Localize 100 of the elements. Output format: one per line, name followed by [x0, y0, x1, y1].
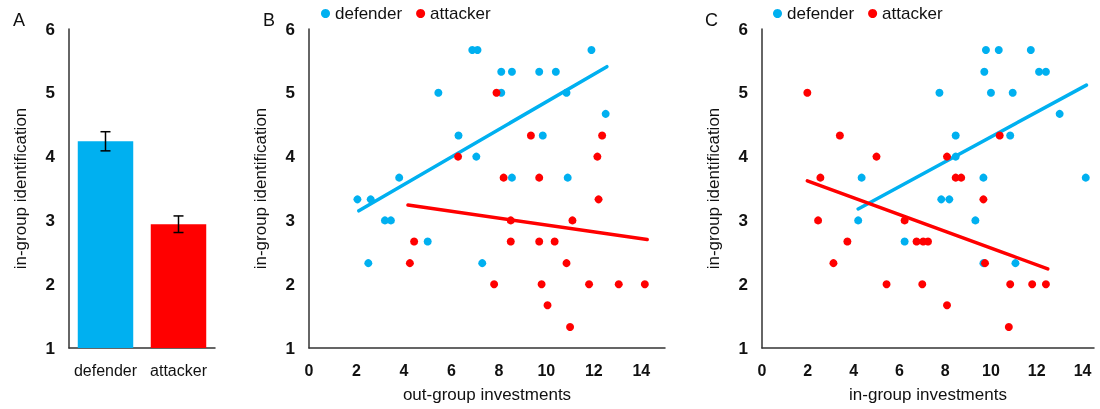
- point: [1055, 109, 1064, 118]
- legend-label: defender: [787, 4, 855, 23]
- point: [1008, 88, 1017, 97]
- point: [550, 237, 559, 246]
- legend-label: defender: [335, 4, 403, 23]
- point: [601, 109, 610, 118]
- y-tick-label: 3: [738, 210, 748, 230]
- point: [1006, 280, 1015, 289]
- point: [423, 237, 432, 246]
- point: [872, 152, 881, 161]
- point: [924, 237, 932, 246]
- point: [454, 152, 463, 161]
- point: [1011, 259, 1020, 268]
- x-tick-label: 14: [632, 361, 651, 379]
- point: [562, 88, 571, 97]
- x-tick-label: 0: [757, 361, 767, 379]
- point: [472, 152, 481, 161]
- point: [507, 67, 516, 76]
- point: [353, 195, 362, 204]
- point: [995, 131, 1004, 140]
- x-tick-label: defender: [73, 361, 138, 379]
- point: [1028, 280, 1037, 289]
- point: [1026, 46, 1035, 55]
- point: [585, 280, 594, 289]
- y-axis-title: in-group identification: [704, 107, 723, 270]
- point: [803, 88, 812, 97]
- chart-title: A: [13, 10, 26, 30]
- x-tick-label: 0: [304, 361, 314, 379]
- x-tick-label: 10: [982, 361, 1000, 379]
- chart-title: B: [263, 10, 276, 30]
- point: [566, 322, 575, 331]
- point: [994, 46, 1003, 55]
- point: [957, 173, 966, 182]
- point: [971, 216, 980, 225]
- point: [386, 216, 395, 225]
- point: [551, 67, 560, 76]
- legend-label: attacker: [882, 4, 943, 23]
- y-tick-label: 3: [45, 210, 55, 230]
- y-tick-label: 4: [738, 147, 749, 167]
- point: [979, 195, 988, 204]
- point: [857, 173, 866, 182]
- x-tick-label: 10: [537, 361, 556, 379]
- point: [587, 46, 596, 55]
- point: [614, 280, 623, 289]
- point: [535, 67, 544, 76]
- point: [395, 173, 404, 182]
- point: [526, 131, 535, 140]
- point: [497, 67, 506, 76]
- point: [405, 259, 414, 268]
- point: [1004, 322, 1013, 331]
- point: [951, 152, 960, 161]
- point: [490, 280, 499, 289]
- point: [563, 173, 572, 182]
- point: [935, 88, 944, 97]
- point: [499, 173, 508, 182]
- point: [937, 195, 946, 204]
- point: [918, 280, 927, 289]
- y-tick-label: 1: [45, 338, 55, 358]
- point: [900, 216, 909, 225]
- y-tick-label: 1: [738, 338, 748, 358]
- y-tick-label: 6: [45, 19, 55, 39]
- x-tick-label: 6: [446, 361, 456, 379]
- point: [986, 88, 995, 97]
- x-tick-label: 6: [894, 361, 904, 379]
- point: [568, 216, 577, 225]
- x-tick-label: 14: [1073, 361, 1092, 379]
- y-tick-label: 2: [45, 274, 55, 294]
- y-tick-label: 1: [285, 338, 295, 358]
- point: [882, 280, 891, 289]
- x-tick-label: 4: [849, 361, 859, 379]
- x-tick-label: 12: [584, 361, 603, 379]
- x-tick-label: 2: [803, 361, 813, 379]
- x-axis-title: in-group investments: [849, 385, 1007, 404]
- y-tick-label: 6: [285, 19, 295, 39]
- y-axis-title: in-group identification: [251, 107, 270, 270]
- point: [843, 237, 852, 246]
- chart-title: C: [705, 10, 718, 30]
- point: [454, 131, 463, 140]
- point: [814, 216, 823, 225]
- point: [1081, 173, 1090, 182]
- point: [535, 237, 544, 246]
- x-axis-title: out-group investments: [402, 385, 572, 404]
- y-tick-label: 2: [738, 274, 748, 294]
- point: [593, 152, 602, 161]
- y-tick-label: 4: [45, 147, 56, 167]
- point: [492, 88, 501, 97]
- point: [543, 301, 552, 310]
- x-tick-label: 2: [352, 361, 362, 379]
- point: [816, 173, 825, 182]
- x-tick-label: 8: [494, 361, 504, 379]
- y-tick-label: 5: [285, 83, 295, 103]
- point: [410, 237, 419, 246]
- point: [598, 131, 607, 140]
- legend-label: attacker: [430, 4, 491, 23]
- point: [951, 131, 960, 140]
- point: [943, 301, 951, 310]
- point: [562, 259, 571, 268]
- point: [1006, 131, 1015, 140]
- point: [594, 195, 603, 204]
- x-tick-label: 4: [399, 361, 409, 379]
